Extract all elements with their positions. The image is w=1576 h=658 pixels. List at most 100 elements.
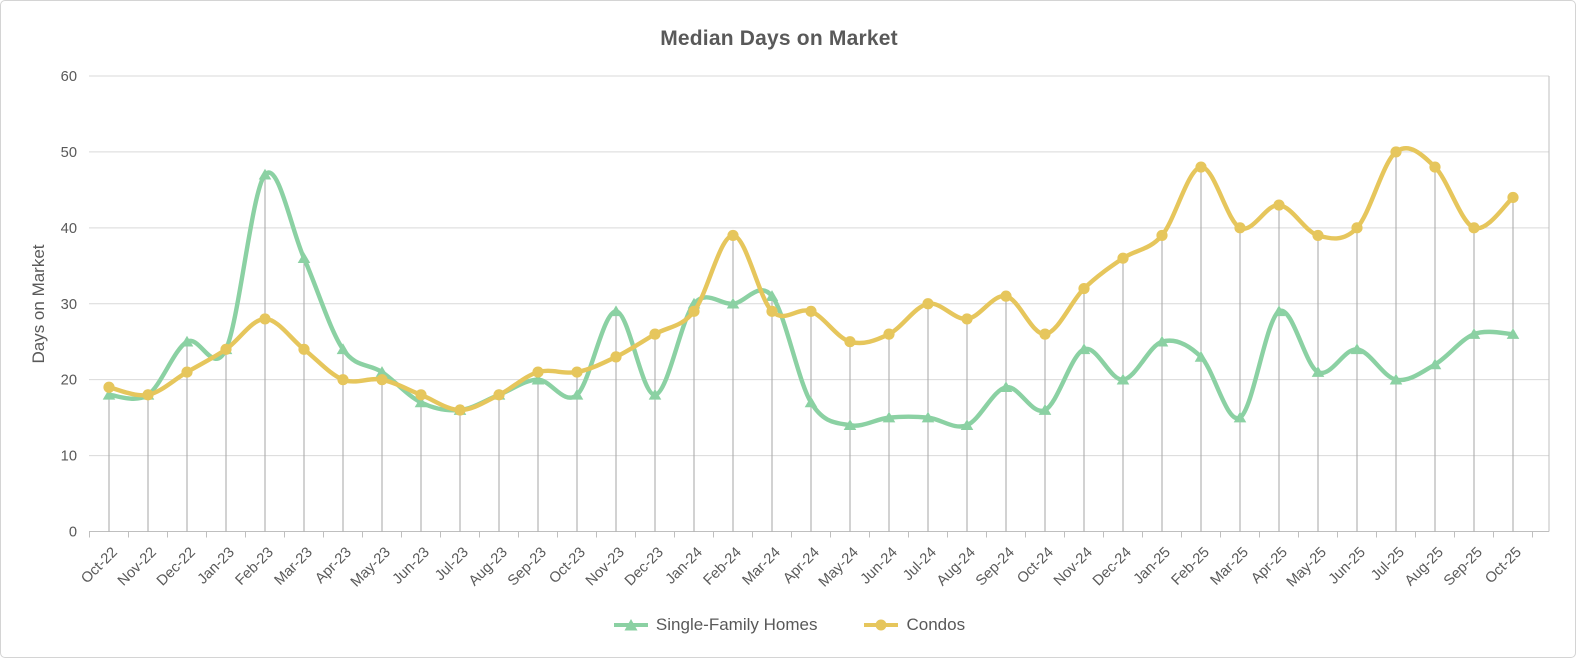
series-marker-single-family-homes — [1467, 328, 1481, 339]
series-marker-condos — [415, 389, 427, 401]
series-marker-single-family-homes — [531, 373, 545, 385]
x-tick-label: Aug-23 — [466, 545, 511, 590]
chart-title: Median Days on Market — [660, 27, 898, 50]
y-tick-label: 0 — [69, 525, 77, 541]
series-marker-condos — [376, 374, 388, 386]
series-marker-condos — [1468, 222, 1480, 234]
x-tick-label: Sep-25 — [1441, 545, 1486, 590]
x-tick-label: Jun-25 — [1326, 545, 1369, 588]
series-marker-condos — [649, 328, 661, 340]
series-marker-condos — [1429, 161, 1441, 173]
series-marker-single-family-homes — [1506, 328, 1520, 339]
x-tick-label: Oct-23 — [546, 545, 588, 587]
series-marker-single-family-homes — [609, 305, 623, 317]
series-marker-single-family-homes — [648, 388, 662, 400]
series-marker-single-family-homes — [843, 419, 857, 431]
circle-marker-icon — [864, 619, 899, 631]
y-tick-label: 60 — [61, 69, 77, 85]
series-marker-condos — [1156, 229, 1168, 242]
series-marker-single-family-homes — [999, 381, 1013, 393]
x-tick-label: Oct-22 — [78, 545, 120, 587]
x-tick-label: Oct-24 — [1014, 545, 1056, 587]
series-marker-condos — [493, 389, 505, 401]
series-marker-condos — [220, 343, 232, 355]
series-marker-condos — [1117, 252, 1129, 264]
legend-label: Condos — [906, 615, 966, 634]
series-marker-condos — [1507, 191, 1519, 204]
series-marker-single-family-homes — [1038, 404, 1052, 415]
series-marker-single-family-homes — [375, 366, 389, 377]
y-tick-label: 20 — [61, 373, 77, 389]
legend: Single-Family Homes Condos — [1, 615, 1575, 635]
series-marker-single-family-homes — [336, 343, 350, 355]
series-marker-condos — [1312, 229, 1324, 242]
series-marker-single-family-homes — [102, 388, 116, 400]
series-marker-condos — [688, 305, 700, 317]
series-marker-single-family-homes — [1233, 411, 1247, 423]
series-marker-single-family-homes — [414, 396, 428, 408]
series-marker-single-family-homes — [1272, 305, 1286, 317]
series-marker-single-family-homes — [804, 396, 818, 408]
series-marker-single-family-homes — [297, 252, 311, 263]
series-marker-condos — [454, 404, 466, 416]
series-marker-single-family-homes — [726, 297, 740, 309]
series-marker-single-family-homes — [180, 335, 194, 347]
x-tick-label: Aug-25 — [1402, 545, 1447, 590]
x-tick-label: Oct-25 — [1482, 545, 1524, 587]
series-marker-single-family-homes — [258, 168, 272, 180]
series-marker-condos — [844, 336, 856, 348]
x-tick-label: Feb-23 — [233, 545, 277, 589]
series-marker-condos — [1273, 199, 1285, 211]
series-marker-condos — [181, 366, 193, 378]
series-marker-single-family-homes — [882, 411, 896, 423]
x-tick-label: Feb-25 — [1169, 545, 1213, 589]
series-marker-single-family-homes — [1116, 373, 1130, 385]
series-marker-condos — [1351, 222, 1363, 234]
series-marker-condos — [961, 313, 973, 325]
series-marker-condos — [1234, 222, 1246, 234]
series-marker-condos — [610, 351, 622, 363]
series-marker-condos — [727, 229, 739, 242]
x-tick-label: May-23 — [348, 545, 394, 591]
series-marker-condos — [298, 343, 310, 355]
x-tick-label: Sep-23 — [505, 545, 550, 590]
legend-item-condos: Condos — [863, 615, 965, 635]
x-tick-label: May-24 — [816, 545, 862, 591]
series-marker-single-family-homes — [1311, 366, 1325, 377]
series-marker-single-family-homes — [765, 290, 779, 301]
y-tick-label: 40 — [61, 221, 77, 237]
x-tick-label: Nov-23 — [583, 545, 628, 590]
x-tick-label: Jan-25 — [1131, 545, 1174, 588]
series-marker-condos — [103, 381, 115, 393]
x-tick-label: Jun-23 — [390, 545, 433, 588]
series-marker-condos — [1039, 328, 1051, 340]
legend-item-single-family-homes: Single-Family Homes — [613, 615, 818, 635]
series-marker-single-family-homes — [1077, 343, 1091, 355]
series-line-single-family-homes — [106, 170, 1516, 429]
legend-label: Single-Family Homes — [655, 615, 818, 634]
x-tick-label: Sep-24 — [973, 545, 1018, 590]
series-marker-condos — [1195, 161, 1207, 173]
series-marker-single-family-homes — [1389, 373, 1403, 385]
y-tick-label: 30 — [61, 297, 77, 313]
triangle-marker-icon — [613, 619, 648, 631]
series-marker-condos — [1000, 290, 1012, 302]
x-tick-label: Mar-25 — [1208, 545, 1252, 589]
x-tick-label: Jan-23 — [195, 545, 238, 588]
x-tick-label: Dec-24 — [1090, 545, 1135, 590]
x-tick-label: Dec-23 — [622, 545, 667, 590]
series-marker-condos — [922, 298, 934, 310]
x-tick-label: Feb-24 — [701, 545, 745, 589]
x-tick-label: Jan-24 — [663, 545, 706, 588]
series-marker-condos — [142, 389, 154, 401]
series-marker-condos — [766, 305, 778, 317]
x-tick-label: Mar-24 — [740, 545, 784, 589]
x-tick-label: Aug-24 — [934, 545, 979, 590]
series-marker-single-family-homes — [1155, 335, 1169, 347]
x-tick-label: Dec-22 — [154, 545, 199, 590]
y-tick-label: 10 — [61, 449, 77, 465]
series-marker-single-family-homes — [1350, 343, 1364, 355]
series-marker-single-family-homes — [570, 388, 584, 400]
